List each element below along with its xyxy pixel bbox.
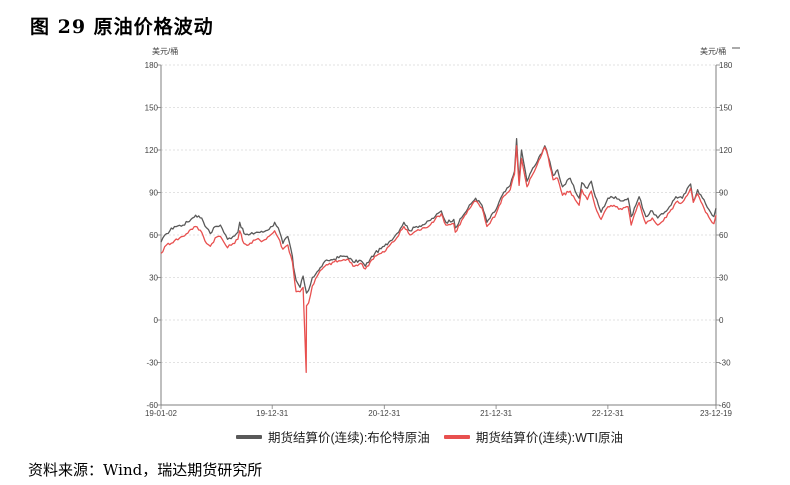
left-tick-label: 120 — [145, 146, 159, 155]
right-tick-label: 150 — [719, 104, 733, 113]
legend-item-brent: 期货结算价(连续):布伦特原油 — [236, 427, 430, 446]
oil-price-chart: -60 -60 -30 -30 0 0 30 30 60 60 90 90 120 120 150 150 18… — [145, 46, 740, 418]
right-tick-label: -30 — [719, 359, 731, 368]
right-tick-label: 90 — [719, 189, 728, 198]
legend-label-wti: 期货结算价(连续):WTI原油 — [475, 431, 624, 445]
left-tick-label: 150 — [145, 104, 159, 113]
chart-legend: 期货结算价(连续):布伦特原油 期货结算价(连续):WTI原油 — [236, 427, 623, 446]
series-lines — [160, 138, 717, 374]
left-unit-label: 美元/桶 — [152, 46, 178, 56]
left-tick-label: -30 — [146, 359, 158, 368]
right-tick-label: 60 — [719, 231, 728, 240]
legend-swatch-brent — [236, 434, 262, 439]
left-tick-label: 30 — [149, 274, 158, 283]
x-tick-label: 19-01-02 — [145, 409, 178, 418]
chart-axes — [160, 47, 740, 406]
left-tick-label: 0 — [154, 316, 159, 325]
right-tick-label: -60 — [719, 401, 731, 410]
x-tick-label: 21-12-31 — [480, 409, 513, 418]
right-unit-label: 美元/桶 — [700, 46, 726, 56]
series-line-wti — [160, 145, 717, 374]
right-tick-label: 30 — [719, 274, 728, 283]
right-tick-label: 180 — [719, 61, 733, 70]
legend-item-wti: 期货结算价(连续):WTI原油 — [443, 427, 624, 446]
left-tick-label: 90 — [149, 189, 158, 198]
x-tick-label: 20-12-31 — [368, 409, 401, 418]
left-tick-label: 180 — [145, 61, 159, 70]
source-note: 资料来源：Wind，瑞达期货研究所 — [28, 461, 263, 479]
left-tick-label: -60 — [146, 401, 158, 410]
right-tick-label: 0 — [719, 316, 724, 325]
series-line-brent — [160, 138, 717, 294]
legend-swatch-wti — [443, 434, 470, 439]
x-tick-label: 19-12-31 — [256, 409, 289, 418]
figure-title: 图 29 原油价格波动 — [30, 16, 214, 38]
legend-label-brent: 期货结算价(连续):布伦特原油 — [268, 431, 430, 445]
x-tick-label: 22-12-31 — [592, 409, 625, 418]
grid-lines — [161, 64, 716, 406]
right-tick-label: 120 — [719, 146, 733, 155]
x-tick-label: 23-12-19 — [700, 409, 733, 418]
left-tick-label: 60 — [149, 231, 158, 240]
tick-labels: -60 -60 -30 -30 0 0 30 30 60 60 90 90 120 120 150 150 18… — [145, 61, 733, 418]
